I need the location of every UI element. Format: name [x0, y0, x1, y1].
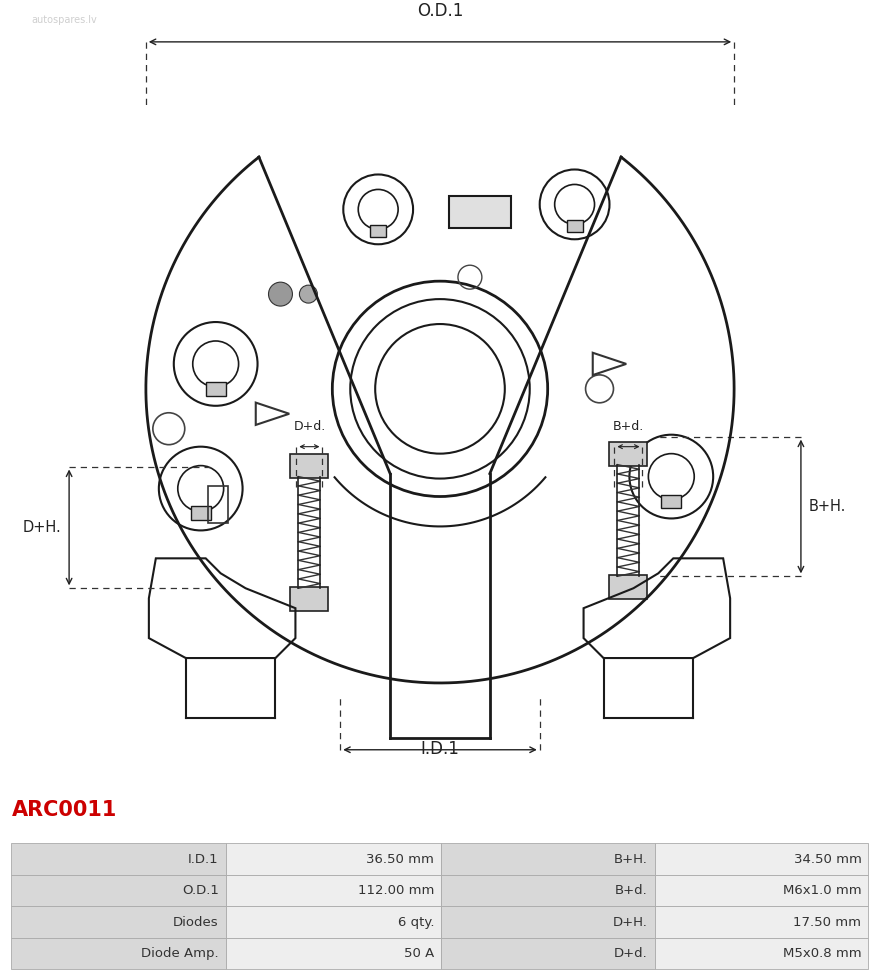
Text: O.D.1: O.D.1: [416, 2, 463, 19]
FancyBboxPatch shape: [191, 507, 211, 521]
Text: 6 qty.: 6 qty.: [397, 916, 434, 928]
Text: ARC0011: ARC0011: [11, 800, 117, 820]
FancyBboxPatch shape: [654, 875, 867, 907]
FancyBboxPatch shape: [566, 220, 582, 233]
FancyBboxPatch shape: [205, 381, 226, 396]
FancyBboxPatch shape: [660, 494, 680, 509]
Text: B+H.: B+H.: [808, 499, 846, 514]
Text: Diode Amp.: Diode Amp.: [141, 947, 219, 960]
FancyBboxPatch shape: [290, 453, 328, 478]
Text: 34.50 mm: 34.50 mm: [793, 852, 860, 866]
Text: D+d.: D+d.: [614, 947, 647, 960]
Text: B+d.: B+d.: [612, 419, 644, 433]
Text: Diodes: Diodes: [173, 916, 219, 928]
FancyBboxPatch shape: [654, 938, 867, 969]
Text: D+H.: D+H.: [612, 916, 647, 928]
Text: 17.50 mm: 17.50 mm: [793, 916, 860, 928]
FancyBboxPatch shape: [11, 938, 226, 969]
FancyBboxPatch shape: [11, 844, 226, 875]
Text: 36.50 mm: 36.50 mm: [366, 852, 434, 866]
FancyBboxPatch shape: [11, 907, 226, 938]
FancyBboxPatch shape: [449, 197, 510, 229]
FancyBboxPatch shape: [441, 875, 654, 907]
FancyBboxPatch shape: [226, 907, 441, 938]
FancyBboxPatch shape: [608, 575, 646, 599]
FancyBboxPatch shape: [654, 844, 867, 875]
FancyBboxPatch shape: [441, 907, 654, 938]
FancyBboxPatch shape: [11, 875, 226, 907]
FancyBboxPatch shape: [441, 938, 654, 969]
Text: I.D.1: I.D.1: [188, 852, 219, 866]
FancyBboxPatch shape: [226, 938, 441, 969]
Text: B+H.: B+H.: [613, 852, 647, 866]
Circle shape: [299, 285, 317, 304]
FancyBboxPatch shape: [608, 442, 646, 466]
Text: M6x1.0 mm: M6x1.0 mm: [782, 884, 860, 897]
FancyBboxPatch shape: [226, 844, 441, 875]
Text: 50 A: 50 A: [404, 947, 434, 960]
FancyBboxPatch shape: [654, 907, 867, 938]
Text: I.D.1: I.D.1: [420, 739, 459, 758]
FancyBboxPatch shape: [226, 875, 441, 907]
Text: M5x0.8 mm: M5x0.8 mm: [782, 947, 860, 960]
Text: D+H.: D+H.: [22, 520, 61, 535]
Text: B+d.: B+d.: [615, 884, 647, 897]
FancyBboxPatch shape: [370, 226, 385, 237]
Circle shape: [268, 282, 292, 306]
Text: D+d.: D+d.: [293, 419, 325, 433]
FancyBboxPatch shape: [290, 588, 328, 611]
Text: autospares.lv: autospares.lv: [32, 15, 97, 25]
FancyBboxPatch shape: [441, 844, 654, 875]
Text: O.D.1: O.D.1: [182, 884, 219, 897]
Text: 112.00 mm: 112.00 mm: [357, 884, 434, 897]
